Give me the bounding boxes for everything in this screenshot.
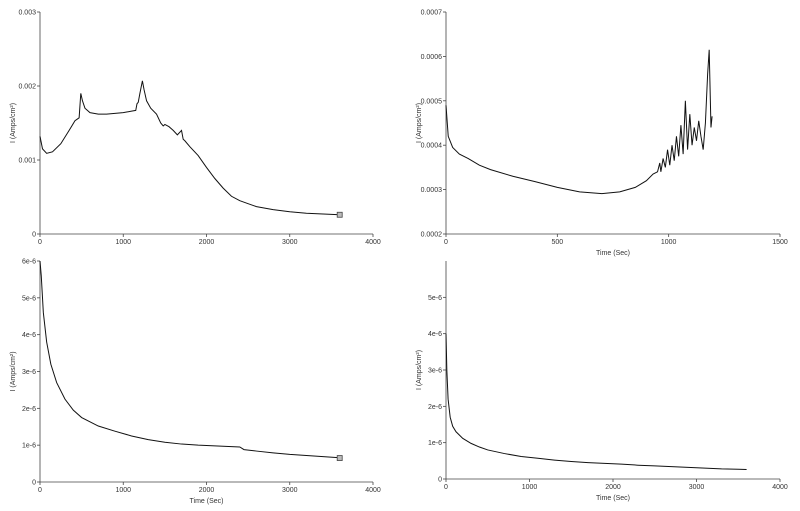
x-tick-label: 1000 (115, 487, 131, 494)
x-tick-label: 4000 (772, 484, 788, 491)
y-tick-label: 0.0003 (421, 187, 443, 194)
y-tick-label: 0.001 (18, 158, 36, 165)
series-line-1 (445, 333, 747, 471)
y-axis-label: I (Amps/cm²) (416, 350, 423, 390)
x-tick-label: 0 (444, 239, 448, 246)
y-tick-label: 1e-6 (22, 443, 36, 450)
x-tick-label: 4000 (365, 239, 381, 246)
y-tick-label: 0.003 (18, 10, 36, 17)
y-tick-label: 0.0007 (421, 10, 443, 17)
y-tick-label: 0.0005 (421, 98, 443, 105)
y-axis-label: I (Amps/cm²) (10, 351, 17, 391)
chart-panel-1: 0 1000 2000 3000 4000 0 0.001 0.002 0.003 I (Amps… (10, 10, 381, 247)
chart-panel-3: 0 1000 2000 3000 4000 0 1e-6 2e-6 3e-6 4e-6 5e-6 6e… (10, 259, 381, 506)
x-axis-label: Time (Sec) (596, 250, 630, 257)
x-tick-label: 0 (444, 484, 448, 491)
y-axis-label: I (Amps/cm²) (10, 103, 17, 143)
y-tick-label: 5e-6 (428, 295, 442, 302)
series-line-1 (39, 260, 340, 459)
y-tick-label: 3e-6 (22, 369, 36, 376)
y-tick-label: 2e-6 (428, 404, 442, 411)
x-tick-label: 0 (38, 239, 42, 246)
y-tick-label: 2e-6 (22, 406, 36, 413)
x-axis-label: Time (Sec) (596, 495, 630, 502)
y-tick-label: 0 (438, 477, 442, 484)
y-tick-label: 4e-6 (428, 331, 442, 338)
x-tick-label: 3000 (689, 484, 705, 491)
y-tick-label: 0.0006 (421, 54, 443, 61)
x-axis-label: Time (Sec) (190, 498, 224, 505)
y-tick-label: 0 (32, 480, 36, 487)
y-tick-label: 0.002 (18, 84, 36, 91)
y-tick-label: 4e-6 (22, 332, 36, 339)
x-tick-label: 2000 (199, 239, 215, 246)
x-tick-label: 4000 (365, 487, 381, 494)
x-tick-label: 1000 (522, 484, 538, 491)
y-tick-label: 3e-6 (428, 368, 442, 375)
chart-panel-2: 0 500 1000 1500 0.0002 0.0003 0.0004 0.0005 0.00… (416, 10, 788, 258)
series-line-1 (445, 49, 713, 195)
series-line-1 (39, 80, 340, 216)
y-tick-label: 5e-6 (22, 295, 36, 302)
x-tick-label: 1000 (115, 239, 131, 246)
x-tick-label: 3000 (282, 487, 298, 494)
chart-panel-4: 0 1000 2000 3000 4000 0 1e-6 2e-6 3e-6 4e-6 5e-6 I … (416, 261, 788, 502)
y-tick-label: 0.0002 (421, 232, 443, 239)
x-tick-label: 2000 (199, 487, 215, 494)
end-marker (336, 455, 343, 461)
y-tick-label: 0 (32, 232, 36, 239)
y-tick-label: 6e-6 (22, 259, 36, 266)
x-tick-label: 2000 (605, 484, 621, 491)
y-tick-label: 1e-6 (428, 440, 442, 447)
end-marker (336, 211, 343, 218)
x-tick-label: 1500 (772, 239, 788, 246)
x-tick-label: 500 (551, 239, 563, 246)
y-axis-label: I (Amps/cm²) (416, 103, 423, 143)
x-tick-label: 1000 (661, 239, 677, 246)
x-tick-label: 3000 (282, 239, 298, 246)
y-tick-label: 0.0004 (421, 143, 443, 150)
x-tick-label: 0 (38, 487, 42, 494)
